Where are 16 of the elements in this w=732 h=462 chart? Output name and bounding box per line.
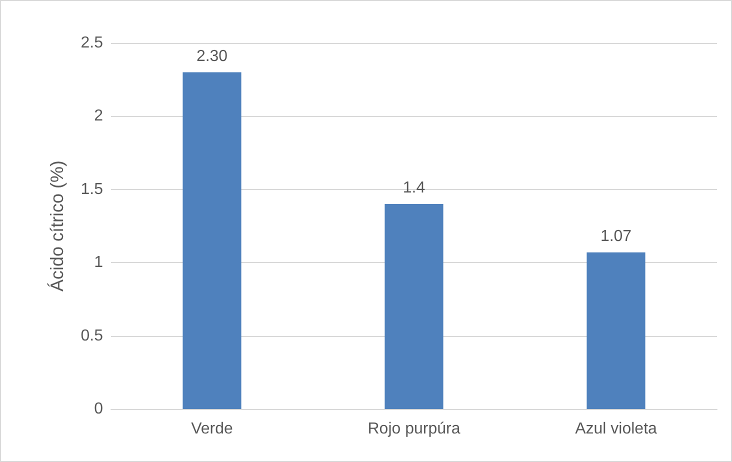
y-tick-label: 0.5 <box>80 327 104 344</box>
bar <box>586 252 646 409</box>
x-tick-label: Verde <box>191 420 234 438</box>
y-tick-label: 1 <box>94 254 104 272</box>
y-tick-label: 2 <box>94 108 104 125</box>
bar <box>384 204 444 409</box>
data-label: 2.30 <box>196 48 228 65</box>
bar <box>182 72 242 409</box>
y-tick-label: 2.5 <box>80 34 104 52</box>
y-axis-title: Ácido cítrico (%) <box>47 160 67 292</box>
data-label: 1.4 <box>402 180 426 197</box>
data-label: 1.07 <box>600 228 632 245</box>
x-tick-label: Azul violeta <box>575 420 658 438</box>
x-tick-label: Rojo purpúra <box>368 420 460 438</box>
y-tick-label: 1.5 <box>80 180 104 198</box>
y-tick-label: 0 <box>94 400 104 418</box>
